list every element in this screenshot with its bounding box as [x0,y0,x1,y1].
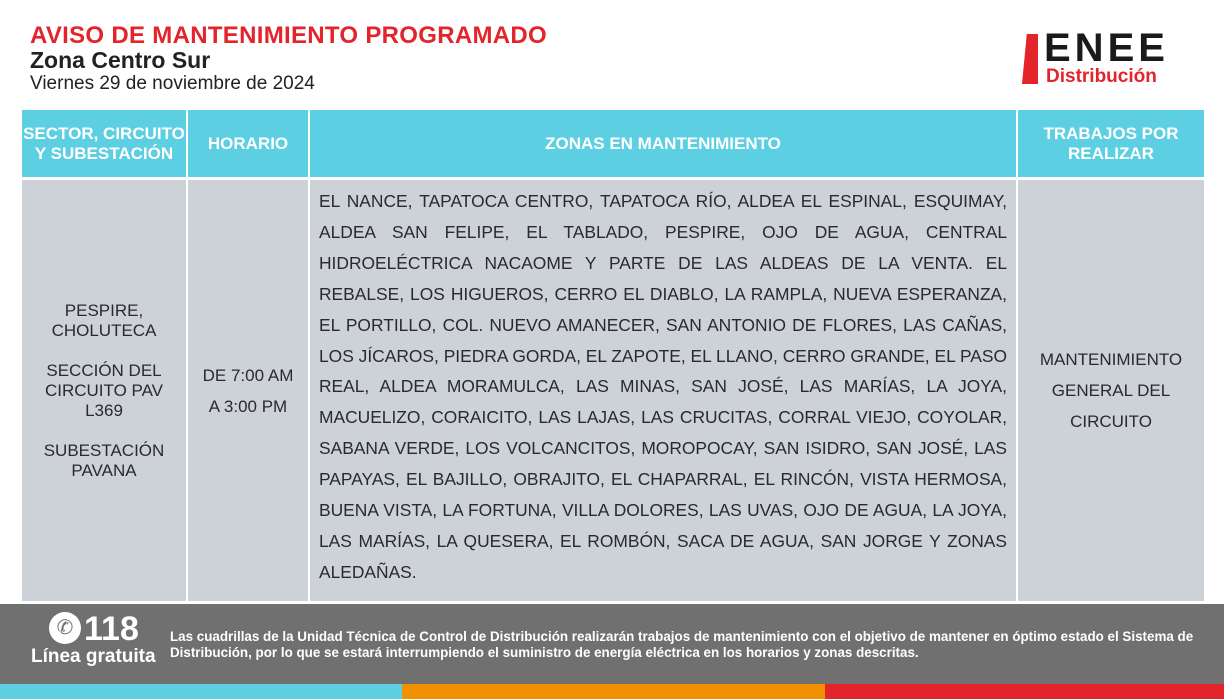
table-row: PESPIRE, CHOLUTECA SECCIÓN DEL CIRCUITO … [22,180,1204,601]
zone-name: Zona Centro Sur [30,47,211,73]
enee-logo: ENEE Distribución [1022,26,1202,90]
horario-start: DE 7:00 AM [202,365,294,385]
sector-location: PESPIRE, CHOLUTECA [51,300,157,340]
maintenance-table: SECTOR, CIRCUITO Y SUBESTACIÓN HORARIO Z… [20,110,1206,601]
cell-zonas: EL NANCE, TAPATOCA CENTRO, TAPATOCA RÍO,… [310,180,1016,601]
notice-title: AVISO DE MANTENIMIENTO PROGRAMADO [30,22,548,49]
cell-sector: PESPIRE, CHOLUTECA SECCIÓN DEL CIRCUITO … [22,180,186,601]
logo-subtitle: Distribución [1046,66,1157,87]
stripe-red [825,684,1224,699]
hotline-label: Línea gratuita [31,646,156,667]
stripe-orange [402,684,825,699]
column-header-horario: HORARIO [188,110,308,180]
column-header-sector: SECTOR, CIRCUITO Y SUBESTACIÓN [22,110,186,180]
sector-substation: SUBESTACIÓN PAVANA [43,440,165,480]
column-header-zonas: ZONAS EN MANTENIMIENTO [310,110,1016,180]
sector-circuit: SECCIÓN DEL CIRCUITO PAV L369 [44,360,164,420]
cell-trabajos: MANTENIMIENTO GENERAL DEL CIRCUITO [1018,180,1204,601]
hotline-number: 118 [84,610,139,648]
stripe-cyan [0,684,402,699]
logo-mark-icon [1022,34,1038,84]
column-header-trabajos: TRABAJOS POR REALIZAR [1018,110,1204,180]
cell-horario: DE 7:00 AM A 3:00 PM [188,180,308,601]
footer-message: Las cuadrillas de la Unidad Técnica de C… [170,629,1194,660]
phone-icon: ✆ [49,612,81,644]
table-header-row: SECTOR, CIRCUITO Y SUBESTACIÓN HORARIO Z… [22,110,1204,180]
notice-date: Viernes 29 de noviembre de 2024 [30,73,315,94]
footer: ✆ 118 Línea gratuita Las cuadrillas de l… [0,604,1224,684]
logo-brand: ENEE [1044,26,1169,70]
horario-end: A 3:00 PM [208,396,288,416]
